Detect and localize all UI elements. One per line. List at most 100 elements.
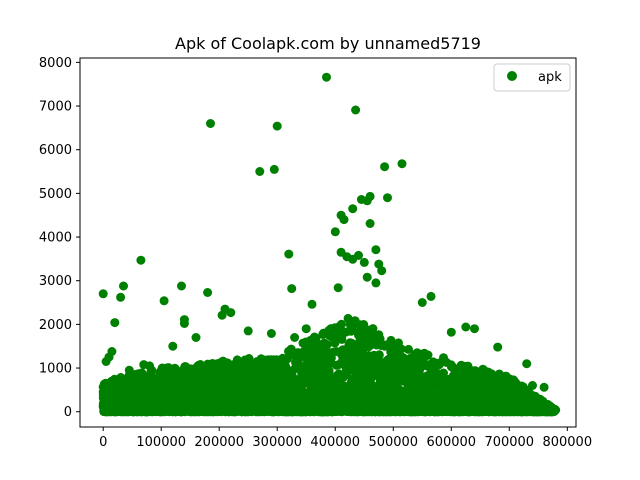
legend-label: apk	[538, 70, 562, 85]
data-point	[159, 386, 169, 396]
data-point	[413, 396, 423, 406]
data-point	[345, 338, 355, 348]
chart-title: Apk of Coolapk.com by unnamed5719	[175, 34, 481, 53]
data-point	[317, 407, 327, 417]
data-point	[191, 333, 201, 342]
data-point	[376, 395, 386, 405]
data-point	[420, 361, 430, 371]
data-point	[539, 382, 549, 392]
data-point	[441, 379, 451, 388]
data-point	[371, 278, 381, 288]
data-point	[459, 372, 469, 382]
legend-box	[493, 63, 571, 92]
y-axis: 0 1000 2000 3000 4000 5000 6000 7000 8000	[39, 56, 80, 420]
data-point	[247, 397, 257, 407]
data-point	[312, 379, 321, 389]
data-point	[507, 395, 517, 405]
data-point	[332, 371, 342, 381]
data-point	[110, 400, 120, 410]
data-point	[417, 407, 427, 417]
data-point	[191, 377, 201, 387]
data-point	[393, 386, 403, 396]
data-point	[291, 358, 301, 368]
data-point	[281, 390, 290, 400]
x-tick-label: 200000	[194, 435, 244, 450]
data-point	[448, 405, 458, 415]
y-tick-label: 0	[64, 405, 72, 420]
data-point	[169, 377, 179, 387]
data-point	[330, 227, 340, 237]
data-point	[483, 380, 493, 390]
legend: apk	[493, 63, 571, 92]
data-point	[421, 351, 431, 361]
data-point	[313, 370, 322, 380]
data-point	[198, 384, 208, 394]
data-point	[359, 257, 369, 267]
data-point	[345, 388, 355, 397]
data-point	[284, 249, 294, 259]
x-tick-label: 500000	[368, 435, 418, 450]
data-point	[321, 372, 331, 382]
x-axis: 0 100000 200000 300000 400000 500000 600000 700…	[99, 427, 592, 450]
data-point	[162, 376, 171, 386]
data-point	[364, 407, 373, 417]
data-point	[350, 318, 360, 328]
data-point	[182, 390, 192, 400]
data-point	[98, 387, 108, 397]
data-point	[491, 405, 501, 415]
data-point	[346, 377, 356, 387]
data-point	[491, 383, 501, 392]
data-point	[262, 407, 272, 417]
data-point	[359, 320, 369, 329]
data-point	[206, 119, 215, 128]
data-point	[127, 373, 137, 383]
data-point	[424, 372, 434, 382]
data-point	[437, 357, 447, 367]
x-tick-label: 700000	[484, 435, 534, 450]
data-point	[387, 354, 397, 364]
y-tick-label: 2000	[39, 318, 72, 333]
data-point	[298, 407, 308, 417]
data-point	[402, 384, 412, 394]
data-point	[136, 390, 146, 399]
data-point	[298, 379, 308, 389]
data-point	[288, 406, 298, 416]
data-point	[370, 356, 380, 366]
data-point	[226, 308, 236, 318]
data-point	[494, 369, 504, 379]
y-tick-label: 5000	[39, 187, 72, 202]
data-point	[193, 361, 203, 370]
data-point	[110, 318, 120, 328]
data-point	[410, 407, 420, 417]
data-point	[358, 367, 368, 377]
data-point	[292, 375, 301, 385]
data-point	[280, 407, 290, 417]
data-point	[255, 167, 265, 176]
data-point	[145, 361, 155, 371]
data-point	[241, 356, 251, 366]
data-point	[346, 326, 356, 336]
y-tick-label: 6000	[39, 143, 72, 158]
x-tick-label: 0	[99, 435, 107, 450]
data-point	[531, 406, 541, 416]
data-point	[191, 396, 201, 406]
data-point	[493, 342, 503, 352]
data-point	[413, 363, 423, 372]
data-point	[398, 375, 408, 385]
data-point	[330, 323, 340, 333]
data-point	[309, 393, 319, 403]
data-point	[329, 405, 339, 415]
data-point	[321, 382, 331, 392]
data-point	[326, 353, 336, 363]
data-point	[376, 363, 385, 373]
data-point	[154, 407, 164, 416]
data-point	[165, 367, 175, 377]
data-point	[354, 327, 364, 337]
data-point	[338, 345, 348, 355]
data-point	[502, 403, 511, 413]
data-point	[319, 344, 329, 354]
data-point	[513, 381, 523, 390]
data-point	[351, 360, 361, 370]
data-point	[528, 381, 537, 390]
